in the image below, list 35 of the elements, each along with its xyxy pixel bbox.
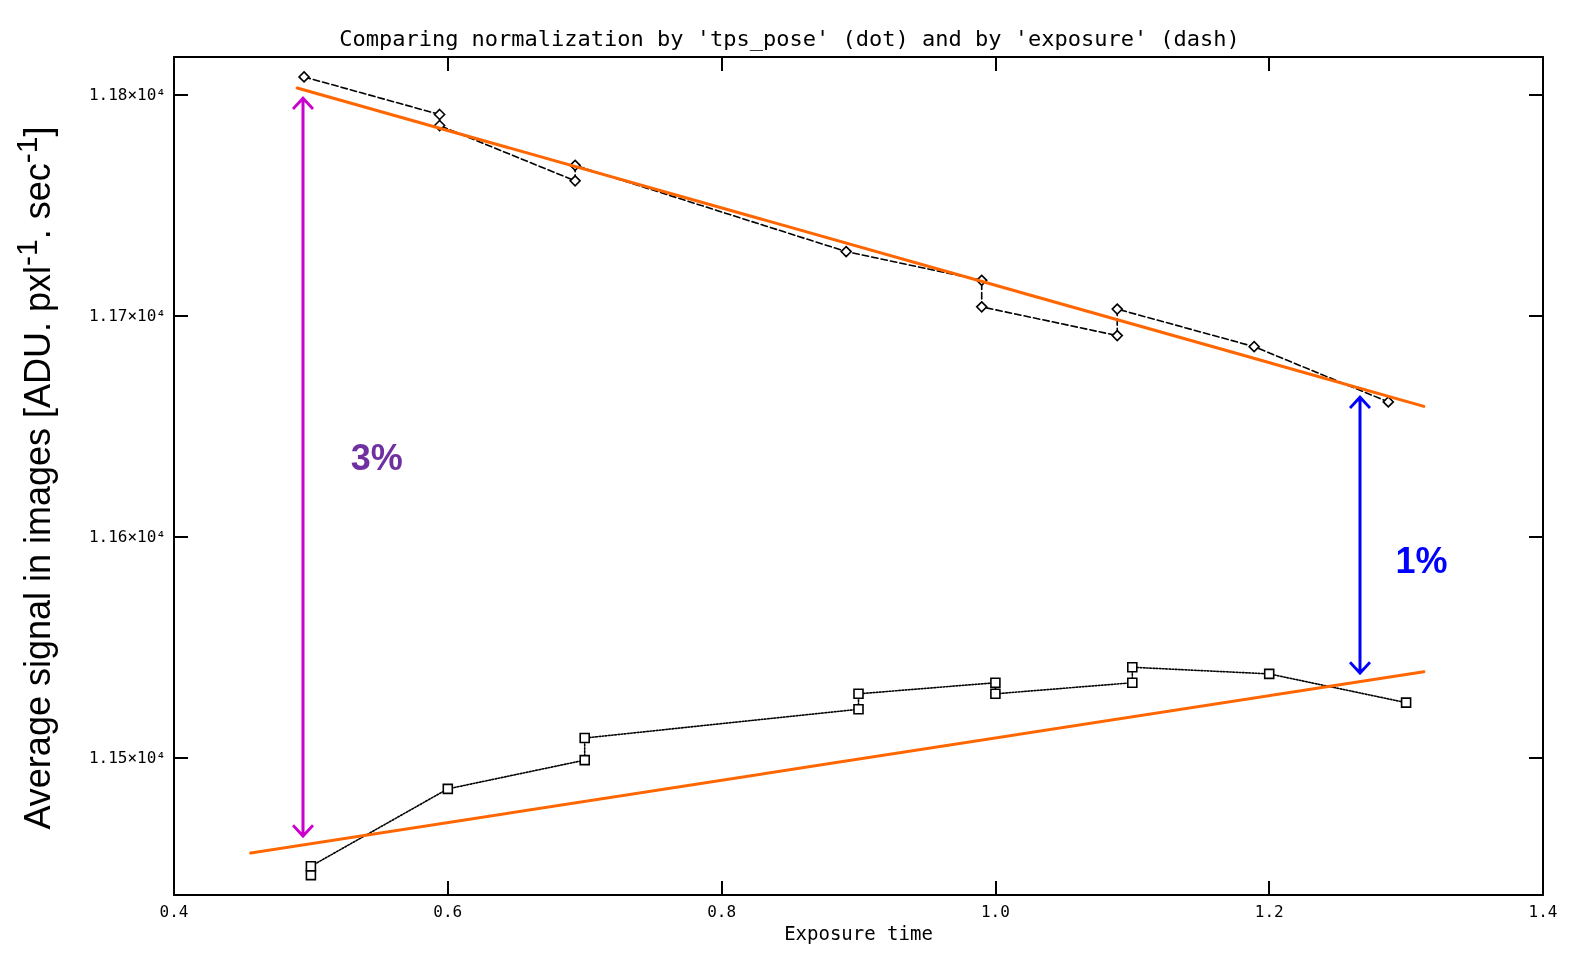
annotation: 3%	[350, 437, 403, 480]
point	[1111, 329, 1124, 342]
x-axis-title: Exposure time	[784, 922, 933, 945]
point	[853, 703, 864, 715]
point	[1248, 340, 1260, 353]
chart-title: Comparing normalization by 'tps_pose' (dot) and by 'exposure' (dash)	[339, 25, 1240, 51]
y-tick-label: 1.15×10⁴	[88, 748, 166, 768]
point	[298, 71, 310, 83]
x-tick-label: 0.8	[707, 901, 737, 921]
x-tick-label: 0.4	[159, 901, 189, 921]
y-tick-label: 1.16×10⁴	[88, 527, 166, 547]
point	[853, 688, 864, 700]
point	[1111, 303, 1124, 315]
point	[305, 860, 317, 872]
annotation: 1%	[1395, 539, 1448, 582]
point	[1382, 396, 1395, 408]
point	[433, 108, 446, 121]
point	[990, 677, 1001, 689]
y-tick-label: 1.17×10⁴	[88, 306, 166, 326]
point	[579, 732, 590, 744]
point	[569, 175, 581, 187]
point	[975, 301, 988, 313]
point	[990, 688, 1001, 700]
point	[442, 783, 454, 795]
point	[579, 754, 590, 766]
x-tick-label: 1.2	[1254, 901, 1284, 921]
y-tick-label: 1.18×10⁴	[88, 85, 166, 105]
point	[1127, 677, 1138, 689]
point	[1263, 668, 1275, 680]
x-tick-label: 1.0	[980, 901, 1010, 921]
point	[1127, 661, 1138, 673]
point	[1400, 697, 1412, 708]
x-tick-label: 0.6	[433, 901, 463, 921]
x-tick-label: 1.4	[1528, 901, 1558, 921]
point	[840, 245, 852, 258]
